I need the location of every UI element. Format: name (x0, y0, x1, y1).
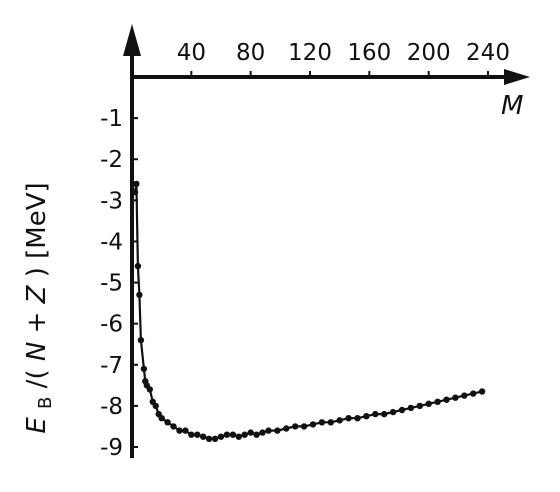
data-point (140, 365, 148, 373)
y-axis-label: E B /( N + Z ) [MeV] (22, 182, 56, 433)
y-label-close: ) [MeV] (22, 182, 52, 277)
x-tick-label: 240 (466, 40, 510, 66)
data-point (188, 431, 195, 438)
x-tick-label: 200 (407, 40, 451, 66)
data-point (247, 429, 254, 436)
data-point (229, 431, 237, 438)
data-point (407, 404, 415, 412)
x-tick-label: 160 (347, 40, 391, 66)
y-label-e: E (22, 417, 52, 434)
data-point (292, 423, 299, 430)
data-point (164, 419, 171, 426)
data-point (389, 408, 397, 416)
data-point (416, 402, 423, 410)
data-point (235, 433, 242, 440)
data-point (274, 427, 281, 434)
y-label-z: Z (22, 284, 52, 304)
data-point (345, 415, 352, 422)
data-point (152, 402, 159, 410)
y-axis-arrow (123, 24, 141, 56)
data-point (461, 392, 468, 399)
data-point (434, 398, 441, 405)
y-label-subscript: B (35, 397, 56, 409)
data-point (470, 390, 477, 397)
data-point (158, 415, 165, 422)
y-ticks: -1 -2 -3 -4 -5 -6 -7 -8 -9 (100, 106, 138, 461)
y-tick-label: -7 (100, 353, 123, 379)
data-point (478, 388, 486, 395)
y-tick-label: -1 (100, 106, 123, 132)
data-point (211, 435, 219, 442)
data-point (176, 427, 183, 434)
data-point (205, 435, 213, 442)
x-axis-label: M (501, 91, 523, 121)
data-point (131, 188, 139, 196)
data-point (300, 423, 308, 430)
data-point (363, 413, 370, 420)
data-point (241, 431, 248, 438)
y-tick-label: -9 (100, 435, 123, 461)
y-tick-label: -3 (100, 188, 123, 214)
y-label-plus: + (22, 312, 52, 334)
data-point (265, 427, 272, 434)
data-point (194, 431, 201, 438)
data-point (259, 429, 266, 436)
data-point (182, 427, 189, 434)
data-point (318, 419, 326, 426)
data-point (381, 410, 388, 418)
data-point (133, 180, 140, 188)
data-point (398, 406, 406, 414)
x-tick-label: 120 (288, 40, 332, 66)
y-tick-label: -5 (100, 271, 123, 297)
data-point (372, 410, 379, 418)
y-tick-label: -4 (100, 229, 123, 255)
x-ticks: 40 80 120 160 200 240 (177, 40, 510, 77)
fit-curve (133, 183, 483, 440)
y-label-open: /( (22, 369, 52, 388)
data-point (217, 433, 225, 440)
data-points (131, 180, 486, 442)
data-point (253, 431, 260, 438)
data-point (170, 423, 177, 430)
plot-area: 40 80 120 160 200 240 -1 -2 -3 -4 -5 -6 -7 -8 -9 (100, 24, 530, 461)
data-point (137, 336, 145, 344)
data-point (452, 394, 459, 401)
data-point (354, 415, 361, 422)
data-point (425, 400, 432, 407)
data-point (283, 425, 290, 432)
data-point (327, 419, 334, 426)
x-axis-arrow (504, 69, 530, 85)
data-point (309, 421, 317, 428)
x-tick-label: 40 (177, 40, 206, 66)
data-point (134, 262, 142, 270)
data-point (223, 431, 231, 438)
data-point (146, 386, 153, 393)
y-tick-label: -6 (100, 312, 123, 338)
y-tick-label: -2 (100, 147, 123, 173)
y-tick-label: -8 (100, 394, 123, 420)
data-point (336, 417, 343, 424)
data-point (200, 433, 207, 440)
data-point (136, 291, 143, 299)
y-label-n: N (22, 342, 52, 361)
data-point (443, 396, 450, 403)
x-tick-label: 80 (236, 40, 265, 66)
